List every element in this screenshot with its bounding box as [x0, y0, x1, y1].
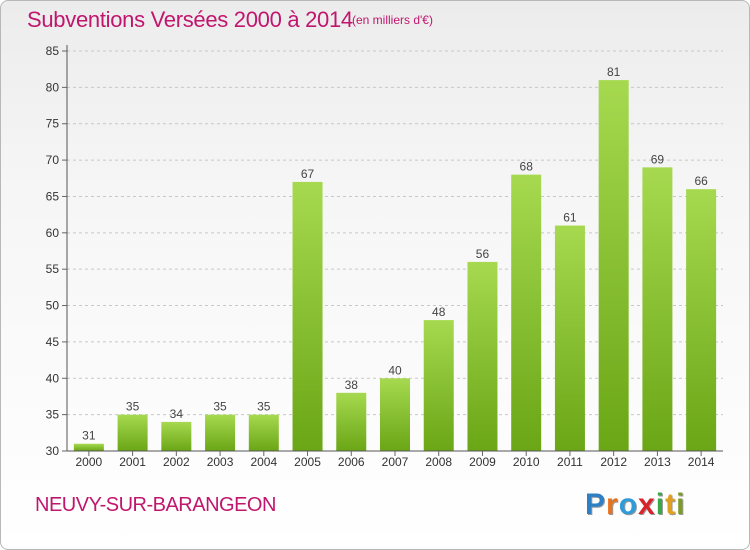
bar-2011 — [554, 225, 585, 451]
logo-letter: i — [655, 488, 666, 521]
bar-2006 — [336, 392, 367, 451]
logo-letter: r — [606, 488, 619, 521]
bar-2012 — [598, 80, 629, 451]
logo-letter: i — [676, 488, 686, 521]
logo-letter: x — [638, 488, 656, 521]
bar-2010 — [511, 174, 542, 452]
data-label-2007: 40 — [388, 363, 402, 377]
bar-2001 — [117, 414, 148, 451]
data-label-2011: 61 — [563, 211, 577, 225]
x-tick-label-2004: 2004 — [250, 455, 277, 469]
y-tick-label-85: 85 — [46, 44, 60, 58]
bar-2003 — [205, 414, 236, 451]
bar-2013 — [642, 167, 673, 451]
logo-letter: o — [618, 488, 639, 521]
y-tick-label-40: 40 — [46, 371, 60, 385]
x-tick-label-2009: 2009 — [469, 455, 496, 469]
x-tick-label-2006: 2006 — [338, 455, 365, 469]
bar-2008 — [423, 320, 454, 451]
y-tick-label-80: 80 — [46, 80, 60, 94]
x-tick-label-2008: 2008 — [425, 455, 452, 469]
data-label-2003: 35 — [213, 400, 227, 414]
x-tick-label-2013: 2013 — [644, 455, 671, 469]
data-label-2001: 35 — [126, 400, 140, 414]
y-tick-label-45: 45 — [46, 335, 60, 349]
logo-letter: t — [665, 488, 677, 521]
x-tick-label-2011: 2011 — [557, 455, 583, 469]
x-tick-label-2014: 2014 — [688, 455, 715, 469]
bar-2002 — [161, 421, 192, 451]
bar-2009 — [467, 261, 498, 451]
data-label-2006: 38 — [345, 378, 359, 392]
y-tick-label-75: 75 — [46, 117, 60, 131]
data-label-2012: 81 — [607, 65, 621, 79]
unit-note: (en milliers d'€) — [352, 13, 433, 27]
bar-2004 — [248, 414, 279, 451]
data-label-2013: 69 — [651, 152, 665, 166]
logo-letter: P — [585, 488, 607, 521]
y-tick-label-55: 55 — [46, 262, 60, 276]
bar-2000 — [73, 443, 104, 451]
data-label-2002: 34 — [170, 407, 184, 421]
x-tick-label-2000: 2000 — [76, 455, 103, 469]
x-tick-label-2007: 2007 — [382, 455, 409, 469]
y-tick-label-50: 50 — [46, 299, 60, 313]
bar-2007 — [380, 378, 410, 451]
x-tick-label-2001: 2001 — [119, 455, 146, 469]
proxiti-logo: Proxiti — [585, 488, 685, 522]
y-tick-label-60: 60 — [46, 226, 60, 240]
y-tick-label-70: 70 — [46, 153, 60, 167]
bar-2014 — [686, 189, 717, 451]
data-label-2000: 31 — [82, 429, 96, 443]
bar-2005 — [292, 181, 323, 451]
x-tick-label-2002: 2002 — [163, 455, 190, 469]
data-label-2005: 67 — [301, 167, 315, 181]
x-tick-label-2003: 2003 — [207, 455, 234, 469]
y-tick-label-30: 30 — [46, 444, 60, 458]
chart-title: Subventions Versées 2000 à 2014 — [27, 7, 353, 32]
data-label-2004: 35 — [257, 400, 271, 414]
y-tick-label-65: 65 — [46, 189, 60, 203]
x-tick-label-2005: 2005 — [294, 455, 321, 469]
data-label-2010: 68 — [520, 160, 534, 174]
x-tick-label-2012: 2012 — [600, 455, 627, 469]
data-label-2009: 56 — [476, 247, 490, 261]
data-label-2014: 66 — [694, 174, 708, 188]
data-label-2008: 48 — [432, 305, 446, 319]
y-tick-label-35: 35 — [46, 408, 60, 422]
x-tick-label-2010: 2010 — [513, 455, 540, 469]
commune-name: NEUVY-SUR-BARANGEON — [35, 494, 276, 516]
